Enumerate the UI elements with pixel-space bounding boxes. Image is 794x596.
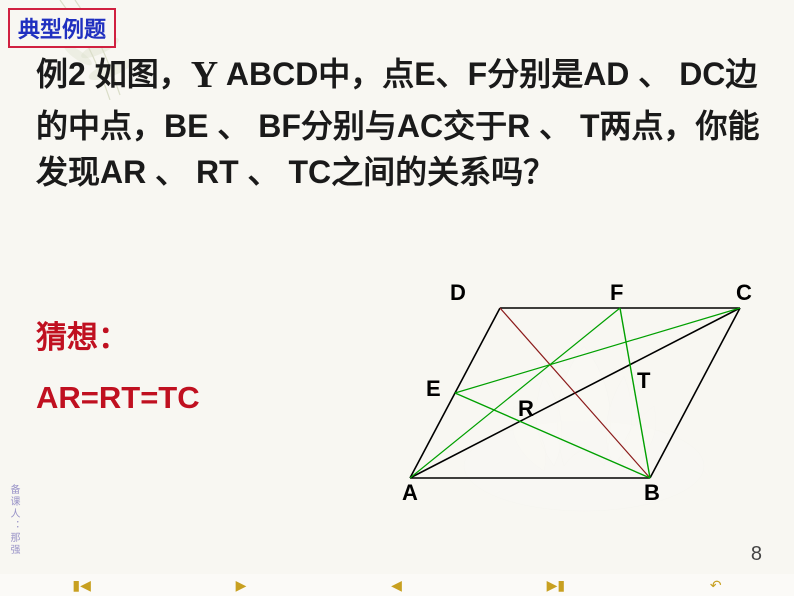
- svg-text:E: E: [426, 376, 441, 401]
- svg-text:B: B: [644, 480, 660, 505]
- nav-prev-icon[interactable]: ◀: [391, 577, 402, 594]
- problem-prefix: 例2 如图，: [36, 56, 191, 92]
- nav-last-icon[interactable]: ▶▮: [547, 577, 565, 594]
- nav-first-icon[interactable]: ▮◀: [72, 577, 90, 594]
- section-badge-text: 典型例题: [18, 17, 106, 42]
- svg-text:R: R: [518, 396, 534, 421]
- svg-text:A: A: [402, 480, 418, 505]
- svg-text:C: C: [736, 280, 752, 305]
- problem-statement: 例2 如图，Y ABCD中，点E、F分别是AD 、 DC边的中点，BE 、 BF…: [36, 48, 766, 196]
- slide-credits: 备课人：那强: [6, 484, 21, 556]
- parallelogram-symbol: Y: [191, 54, 218, 96]
- svg-text:D: D: [450, 280, 466, 305]
- section-badge: 典型例题: [8, 8, 116, 48]
- nav-next-icon[interactable]: ▶: [236, 577, 247, 594]
- nav-bar: ▮◀ ▶ ◀ ▶▮ ↶: [0, 574, 794, 596]
- page-number: 8: [751, 543, 762, 566]
- conjecture-label: 猜想：: [36, 312, 129, 357]
- svg-text:F: F: [610, 280, 623, 305]
- svg-text:T: T: [637, 368, 651, 393]
- geometry-diagram: A B C D E F R T: [340, 278, 770, 508]
- nav-return-icon[interactable]: ↶: [710, 577, 722, 594]
- conjecture-equation: AR=RT=TC: [36, 380, 200, 416]
